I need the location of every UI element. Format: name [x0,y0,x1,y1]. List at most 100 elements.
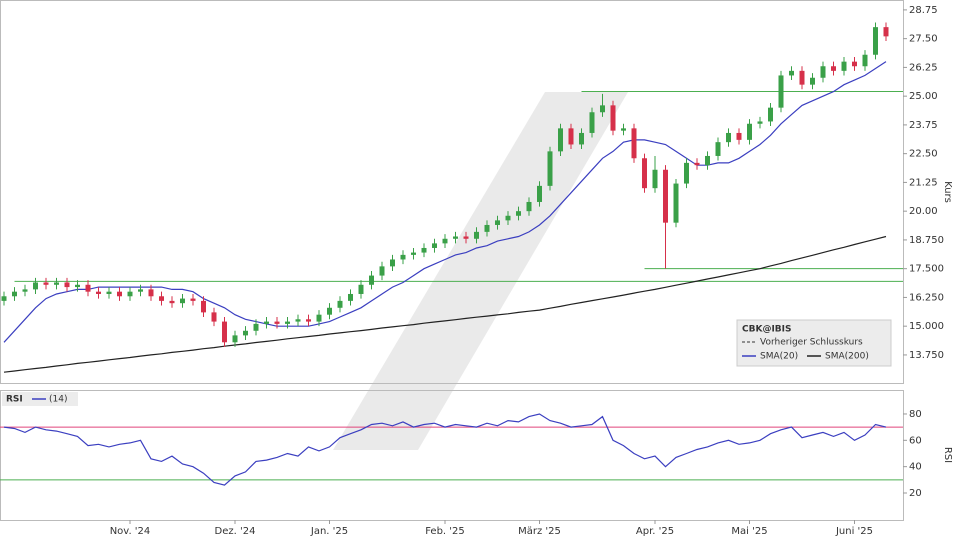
candle-body [810,77,815,85]
candle-body [621,128,626,131]
candle-body [442,238,448,244]
candle-body [22,289,28,292]
candle-body [726,132,731,143]
candle-body [138,289,143,292]
candle-body [736,132,742,140]
y-tick-label: 20.00 [909,206,938,217]
candle-body [180,298,185,304]
candle-body [526,201,532,212]
candle-body [883,27,889,37]
y-tick-label: 20 [909,488,922,499]
candle-body [778,75,784,108]
candle-body [505,215,511,221]
y-tick-label: 13.750 [909,350,944,361]
candle-body [358,284,364,294]
candle-body [369,275,374,285]
candle-body [117,291,122,297]
candle-body [243,330,248,336]
y-tick-label: 60 [909,435,922,446]
x-tick-label: März '25 [518,526,561,537]
rsi-pane-frame [0,390,904,521]
price-pane-frame [0,0,904,384]
candle-body [852,61,857,67]
x-tick-label: Apr. '25 [636,526,674,537]
candle-body [411,252,416,255]
candle-body [789,70,794,76]
candle-body [295,319,301,322]
candle-body [705,155,710,166]
candle-body [862,54,868,67]
candle-body [768,107,773,122]
rsi-axis-label: RSI [942,447,953,463]
candle-body [568,128,574,145]
candle-body [463,236,469,239]
candle-body [274,321,280,324]
candle-body [631,128,637,159]
legend-box [736,319,892,367]
candle-body [484,224,490,232]
candle-body [799,70,805,85]
candle-body [169,300,175,304]
candle-body [159,296,164,301]
y-tick-label: 28.75 [909,5,938,16]
series-line [3,235,887,373]
candle-body [348,293,353,301]
x-tick-label: Nov. '24 [110,526,151,537]
candle-body [33,282,38,290]
candle-body [201,300,206,313]
candle-body [222,321,227,343]
x-tick-label: Dez. '24 [215,526,256,537]
candle-body [54,282,59,285]
candle-body [43,282,49,285]
candle-body [694,162,700,166]
candle-body [285,321,290,324]
candle-body [474,231,479,239]
candle-body [589,112,595,133]
candle-body [316,314,322,322]
y-tick-label: 18.750 [909,235,944,246]
y-axis-label: Kurs [942,181,953,203]
candle-body [64,282,70,288]
candle-body [85,284,91,292]
candle-body [537,185,542,202]
y-tick-label: 40 [909,462,922,473]
candle-body [190,298,196,301]
y-tick-label: 21.25 [909,177,938,188]
candle-body [106,291,112,294]
candle-body [211,312,217,322]
candle-body [600,105,605,113]
y-tick-label: 16.250 [909,292,944,303]
candle-body [495,220,500,225]
candle-body [306,319,311,322]
legend-label: SMA(20) [760,352,798,362]
x-tick-label: Jan. '25 [310,526,348,537]
series-line [3,413,887,486]
x-tick-label: Juni '25 [835,526,873,537]
candle-body [579,132,584,145]
candle-body [757,121,763,124]
candle-body [148,289,154,297]
candle-body [75,284,80,288]
candle-body [421,247,427,253]
candle-body [663,169,668,223]
candle-body [652,169,658,189]
candle-body [453,236,458,239]
legend-title: CBK@IBIS [742,325,791,335]
candle-body [232,335,238,343]
candle-body [127,291,133,297]
candle-body [96,291,101,294]
y-tick-label: 15.000 [909,321,944,332]
candle-body [642,158,647,189]
y-tick-label: 27.50 [909,34,938,45]
candle-body [684,162,689,184]
candle-body [747,123,752,140]
candle-body [432,243,437,248]
y-tick-label: 80 [909,409,922,420]
candle-body [12,291,17,297]
y-tick-label: 23.75 [909,120,938,131]
candle-body [337,300,343,308]
candle-body [253,323,259,331]
candle-body [673,183,679,223]
y-tick-label: 25.00 [909,91,938,102]
